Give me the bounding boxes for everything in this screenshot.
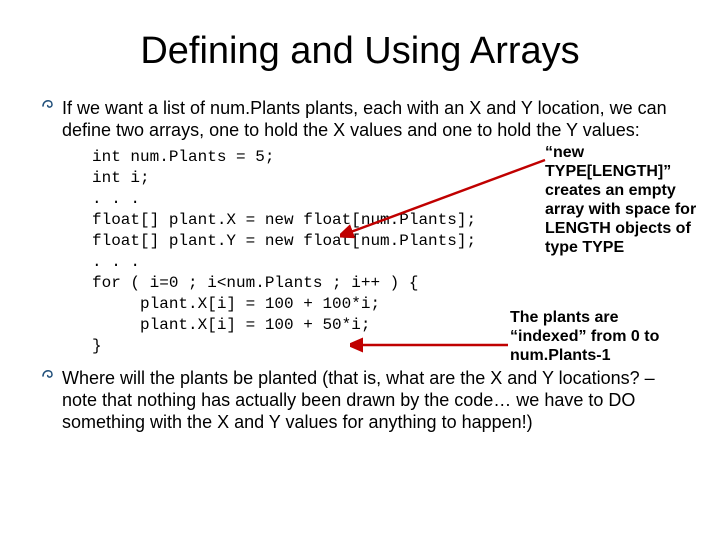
slide-title: Defining and Using Arrays: [40, 30, 680, 73]
bullet-item: Where will the plants be planted (that i…: [40, 367, 680, 433]
bullet-item: If we want a list of num.Plants plants, …: [40, 97, 680, 141]
bullet-text: If we want a list of num.Plants plants, …: [62, 97, 680, 141]
bullet-swirl-icon: [40, 367, 62, 390]
slide-container: Defining and Using Arrays If we want a l…: [0, 0, 720, 540]
annotation-indexed: The plants are “indexed” from 0 to num.P…: [510, 308, 690, 365]
annotation-new-type: “new TYPE[LENGTH]” creates an empty arra…: [545, 143, 700, 257]
bullet-swirl-icon: [40, 97, 62, 120]
bullet-text: Where will the plants be planted (that i…: [62, 367, 680, 433]
